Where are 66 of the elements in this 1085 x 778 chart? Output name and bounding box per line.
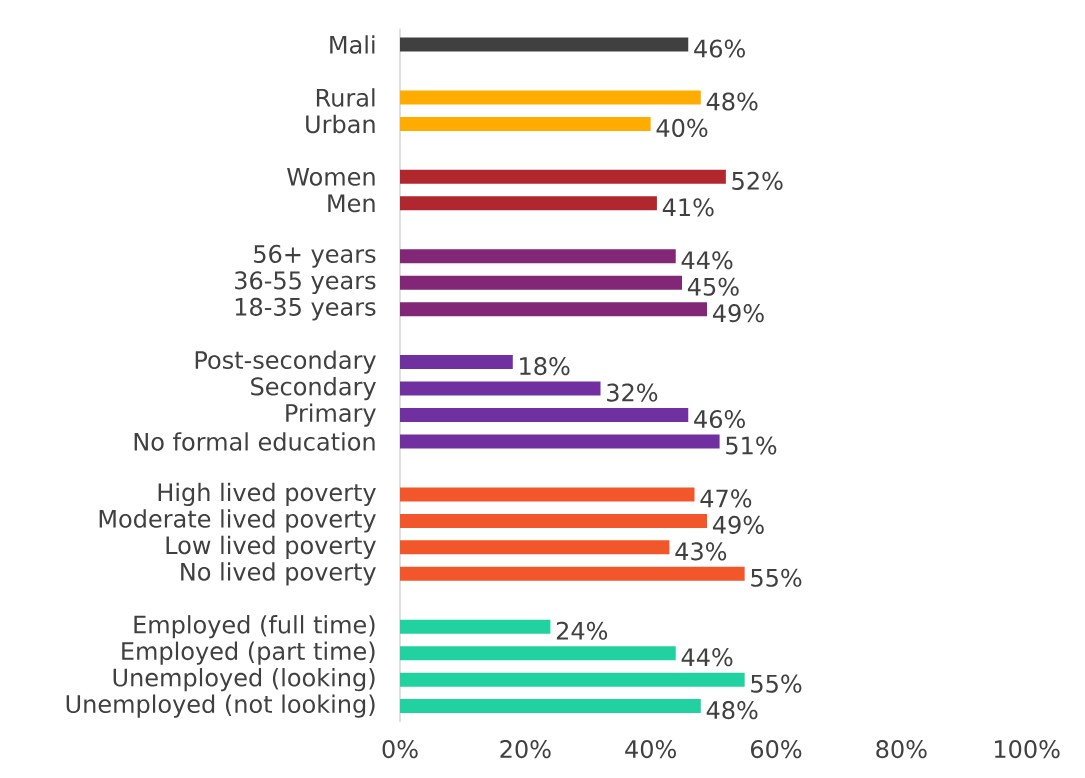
data-label: 55% [751,568,802,587]
x-tick-label: 0% [382,740,418,759]
y-tick-label: Moderate lived poverty [99,509,376,533]
data-label: 32% [607,383,658,402]
y-tick-label: Primary [286,403,376,427]
bar [400,408,689,423]
y-tick-label: Unemployed (not looking) [66,694,375,718]
y-tick-label: Unemployed (looking) [113,668,375,692]
data-label: 45% [687,277,739,296]
data-label: 44% [681,251,733,270]
data-label: 49% [712,304,764,323]
y-tick-label: 56+ years [254,244,376,268]
data-label: 44% [681,648,733,667]
bar [400,646,676,661]
bar [400,249,676,264]
bar [400,355,513,370]
bar [400,275,682,290]
bar [400,434,720,449]
y-tick-label: 36-55 years [235,271,376,295]
y-tick-label: Secondary [251,376,376,401]
data-label: 52% [732,171,783,190]
y-tick-label: High lived poverty [158,482,376,507]
y-tick-label: Urban [306,114,375,134]
bar [400,619,551,634]
bar [400,672,745,687]
bar [400,37,689,52]
bar [400,540,670,555]
y-tick-label: Employed (full time) [134,615,375,639]
data-label: 46% [694,409,745,429]
x-tick-label: 40% [625,740,676,759]
x-tick-label: 100% [994,740,1060,759]
bar [400,699,701,714]
y-tick-label: Rural [316,88,375,107]
data-label: 43% [675,542,727,561]
data-label: 40% [656,118,708,137]
y-tick-label: No formal education [134,432,375,451]
data-label: 41% [662,198,714,217]
y-tick-label: 18-35 years [235,297,376,321]
y-tick-label: Low lived poverty [166,535,376,559]
bar [400,487,695,502]
bar [400,90,701,105]
data-label: 48% [706,701,758,720]
y-tick-label: No lived poverty [181,562,376,586]
data-label: 24% [556,621,608,640]
y-tick-label: Post-secondary [195,350,376,374]
y-tick-label: Women [287,167,375,186]
data-label: 49% [712,515,764,534]
data-label: 55% [751,674,802,693]
bar [400,169,726,184]
x-tick-label: 60% [751,740,802,759]
bar [400,302,708,317]
x-tick-label: 80% [876,740,927,759]
data-label: 46% [694,39,745,58]
y-tick-label: Employed (part time) [122,641,375,665]
y-tick-label: Mali [330,35,375,54]
bar [400,513,708,528]
data-label: 47% [700,489,752,508]
x-tick-label: 20% [500,740,551,759]
bar [400,381,601,396]
data-label: 18% [520,357,570,376]
data-label: 51% [726,436,777,455]
bar [400,196,657,211]
bar [400,116,651,131]
y-tick-label: Men [328,194,375,213]
bar [400,566,745,581]
data-label: 48% [706,92,758,111]
